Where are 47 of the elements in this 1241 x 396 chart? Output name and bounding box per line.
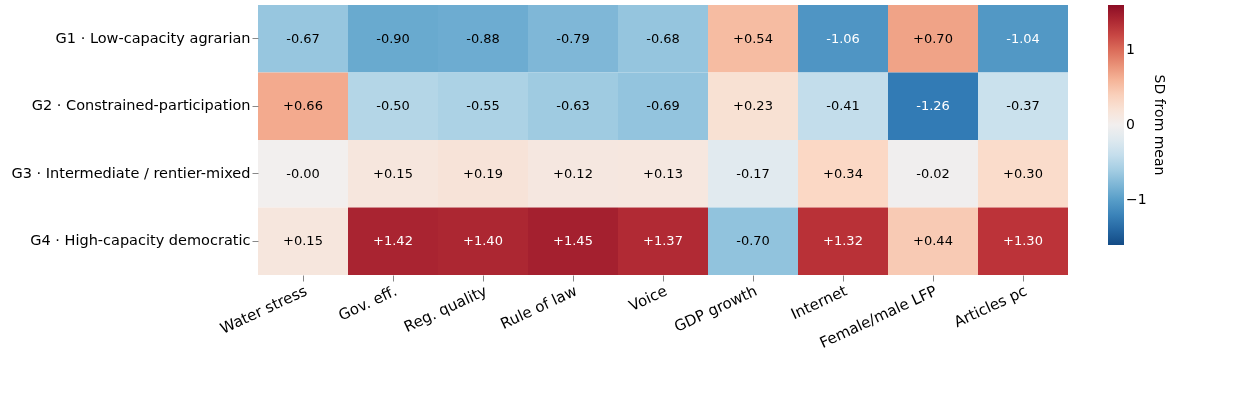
data-label: -0.68 xyxy=(646,30,680,46)
data-label: +0.15 xyxy=(283,233,323,249)
data-label: -0.55 xyxy=(466,98,500,114)
data-label: -0.50 xyxy=(376,98,410,114)
data-label: +1.42 xyxy=(373,233,413,249)
data-label: +1.40 xyxy=(463,233,503,249)
data-label: +0.34 xyxy=(823,165,863,181)
data-label: -0.88 xyxy=(466,30,500,46)
x-tick-label: Voice xyxy=(625,281,670,315)
data-label: +0.66 xyxy=(283,98,323,114)
data-label: -0.02 xyxy=(916,165,950,181)
color-bar-title: SD from mean xyxy=(1152,74,1168,176)
data-label: -0.79 xyxy=(556,30,590,46)
data-label: -1.06 xyxy=(826,30,860,46)
data-label: +0.54 xyxy=(733,30,773,46)
data-label: -0.70 xyxy=(736,233,770,249)
y-tick-label: G2 · Constrained-participation xyxy=(31,97,251,114)
data-label: +0.12 xyxy=(553,165,593,181)
data-label: +0.15 xyxy=(373,165,413,181)
data-label: -0.69 xyxy=(646,98,680,114)
data-label: -1.04 xyxy=(1006,30,1040,46)
data-label: -1.26 xyxy=(916,98,950,114)
data-label: +0.13 xyxy=(643,165,683,181)
y-tick-label: G3 · Intermediate / rentier-mixed xyxy=(11,164,251,181)
data-label: -0.17 xyxy=(736,165,770,181)
data-label: +0.19 xyxy=(463,165,503,181)
x-tick-label: Rule of law xyxy=(497,281,580,333)
data-label: +0.70 xyxy=(913,30,953,46)
data-label: -0.37 xyxy=(1006,98,1040,114)
data-label: -0.67 xyxy=(286,30,320,46)
y-tick-label: G4 · High-capacity democratic xyxy=(30,232,251,249)
color-bar-label: 1 xyxy=(1126,41,1135,57)
data-label: +1.45 xyxy=(553,233,593,249)
y-tick-label: G1 · Low-capacity agrarian xyxy=(55,29,251,46)
data-label: -0.41 xyxy=(826,98,860,114)
data-label: +0.30 xyxy=(1003,165,1043,181)
data-label: +1.32 xyxy=(823,233,863,249)
color-bar-label: 0 xyxy=(1126,116,1135,132)
data-label: -0.90 xyxy=(376,30,410,46)
data-label: -0.63 xyxy=(556,98,590,114)
data-label: -0.00 xyxy=(286,165,320,181)
data-label: +0.23 xyxy=(733,98,773,114)
color-bar-label: −1 xyxy=(1126,191,1147,207)
data-label: +1.37 xyxy=(643,233,683,249)
data-label: +1.30 xyxy=(1003,233,1043,249)
x-tick-label: Gov. eff. xyxy=(335,281,400,325)
data-label: +0.44 xyxy=(913,233,953,249)
